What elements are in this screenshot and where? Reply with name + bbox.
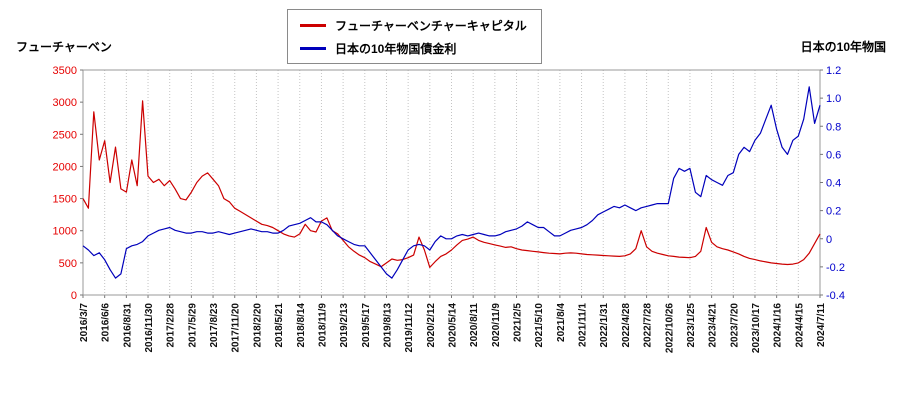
x-tick-label: 2020/8/11: [469, 303, 480, 347]
x-tick-label: 2022/7/28: [643, 303, 654, 348]
x-tick-label: 2016/6/6: [101, 303, 112, 342]
x-tick-label: 2024/1/16: [773, 303, 784, 348]
legend: フューチャーベンチャーキャピタル 日本の10年物国債金利: [287, 9, 542, 64]
x-tick-label: 2019/8/13: [382, 303, 393, 348]
blue-line-swatch-icon: [300, 47, 326, 50]
left-axis-title: フューチャーベン: [16, 40, 112, 54]
x-tick-label: 2019/2/13: [339, 303, 350, 348]
right-tick-label: 1.0: [826, 93, 841, 105]
left-tick-label: 1000: [53, 226, 77, 238]
x-tick-label: 2021/8/4: [556, 303, 567, 342]
left-tick-label: 2500: [53, 129, 77, 141]
x-tick-label: 2021/5/10: [534, 303, 545, 348]
x-tick-label: 2017/5/29: [187, 303, 198, 348]
left-tick-label: 0: [71, 290, 77, 302]
right-tick-label: 0: [826, 234, 832, 246]
series-line-price: [82, 100, 821, 268]
x-tick-label: 2016/8/31: [122, 303, 133, 348]
legend-label-price: フューチャーベンチャーキャピタル: [335, 19, 527, 33]
x-tick-label: 2017/8/23: [209, 303, 220, 348]
x-tick-label: 2023/10/17: [751, 303, 762, 353]
left-tick-label: 3000: [53, 97, 77, 109]
left-tick-label: 500: [59, 258, 77, 270]
x-tick-label: 2023/4/21: [708, 303, 719, 348]
x-tick-label: 2016/11/30: [144, 303, 155, 353]
legend-item-price: フューチャーベンチャーキャピタル: [300, 17, 527, 34]
x-tick-label: 2018/5/21: [274, 303, 285, 348]
x-tick-label: 2022/4/28: [621, 303, 632, 348]
right-tick-label: 1.2: [826, 65, 841, 77]
left-tick-label: 1500: [53, 194, 77, 206]
left-tick-label: 3500: [53, 65, 77, 77]
x-tick-label: 2020/5/14: [448, 303, 459, 348]
red-line-swatch-icon: [300, 24, 326, 27]
x-tick-label: 2023/1/25: [686, 303, 697, 348]
x-tick-label: 2018/11/9: [317, 303, 328, 347]
x-tick-label: 2017/11/20: [231, 303, 242, 353]
x-tick-label: 2024/7/11: [816, 303, 827, 347]
x-tick-label: 2022/10/26: [664, 303, 675, 353]
x-tick-label: 2020/11/9: [491, 303, 502, 347]
x-tick-label: 2022/1/31: [599, 303, 610, 348]
legend-label-yield: 日本の10年物国債金利: [335, 42, 457, 56]
right-tick-label: -0.2: [826, 262, 845, 274]
x-tick-label: 2020/2/12: [426, 303, 437, 348]
x-tick-label: 2023/7/20: [729, 303, 740, 348]
x-tick-label: 2019/11/12: [404, 303, 415, 353]
left-tick-label: 2000: [53, 161, 77, 173]
right-tick-label: 0.8: [826, 121, 841, 133]
legend-item-yield: 日本の10年物国債金利: [300, 40, 527, 57]
x-tick-label: 2024/4/15: [794, 303, 805, 348]
right-tick-label: -0.4: [826, 290, 845, 302]
x-tick-label: 2017/2/28: [166, 303, 177, 348]
series-line-yield: [82, 86, 821, 279]
right-tick-label: 0.2: [826, 206, 841, 218]
right-tick-label: 0.4: [826, 178, 841, 190]
right-axis-title: 日本の10年物国: [800, 40, 886, 54]
x-tick-label: 2018/2/20: [252, 303, 263, 348]
x-tick-label: 2016/3/7: [79, 303, 90, 342]
right-tick-label: 0.6: [826, 149, 841, 161]
x-tick-label: 2021/2/5: [513, 303, 524, 342]
x-tick-label: 2021/11/1: [578, 303, 589, 347]
x-tick-label: 2018/8/14: [296, 303, 307, 348]
x-tick-label: 2019/5/17: [361, 303, 372, 348]
